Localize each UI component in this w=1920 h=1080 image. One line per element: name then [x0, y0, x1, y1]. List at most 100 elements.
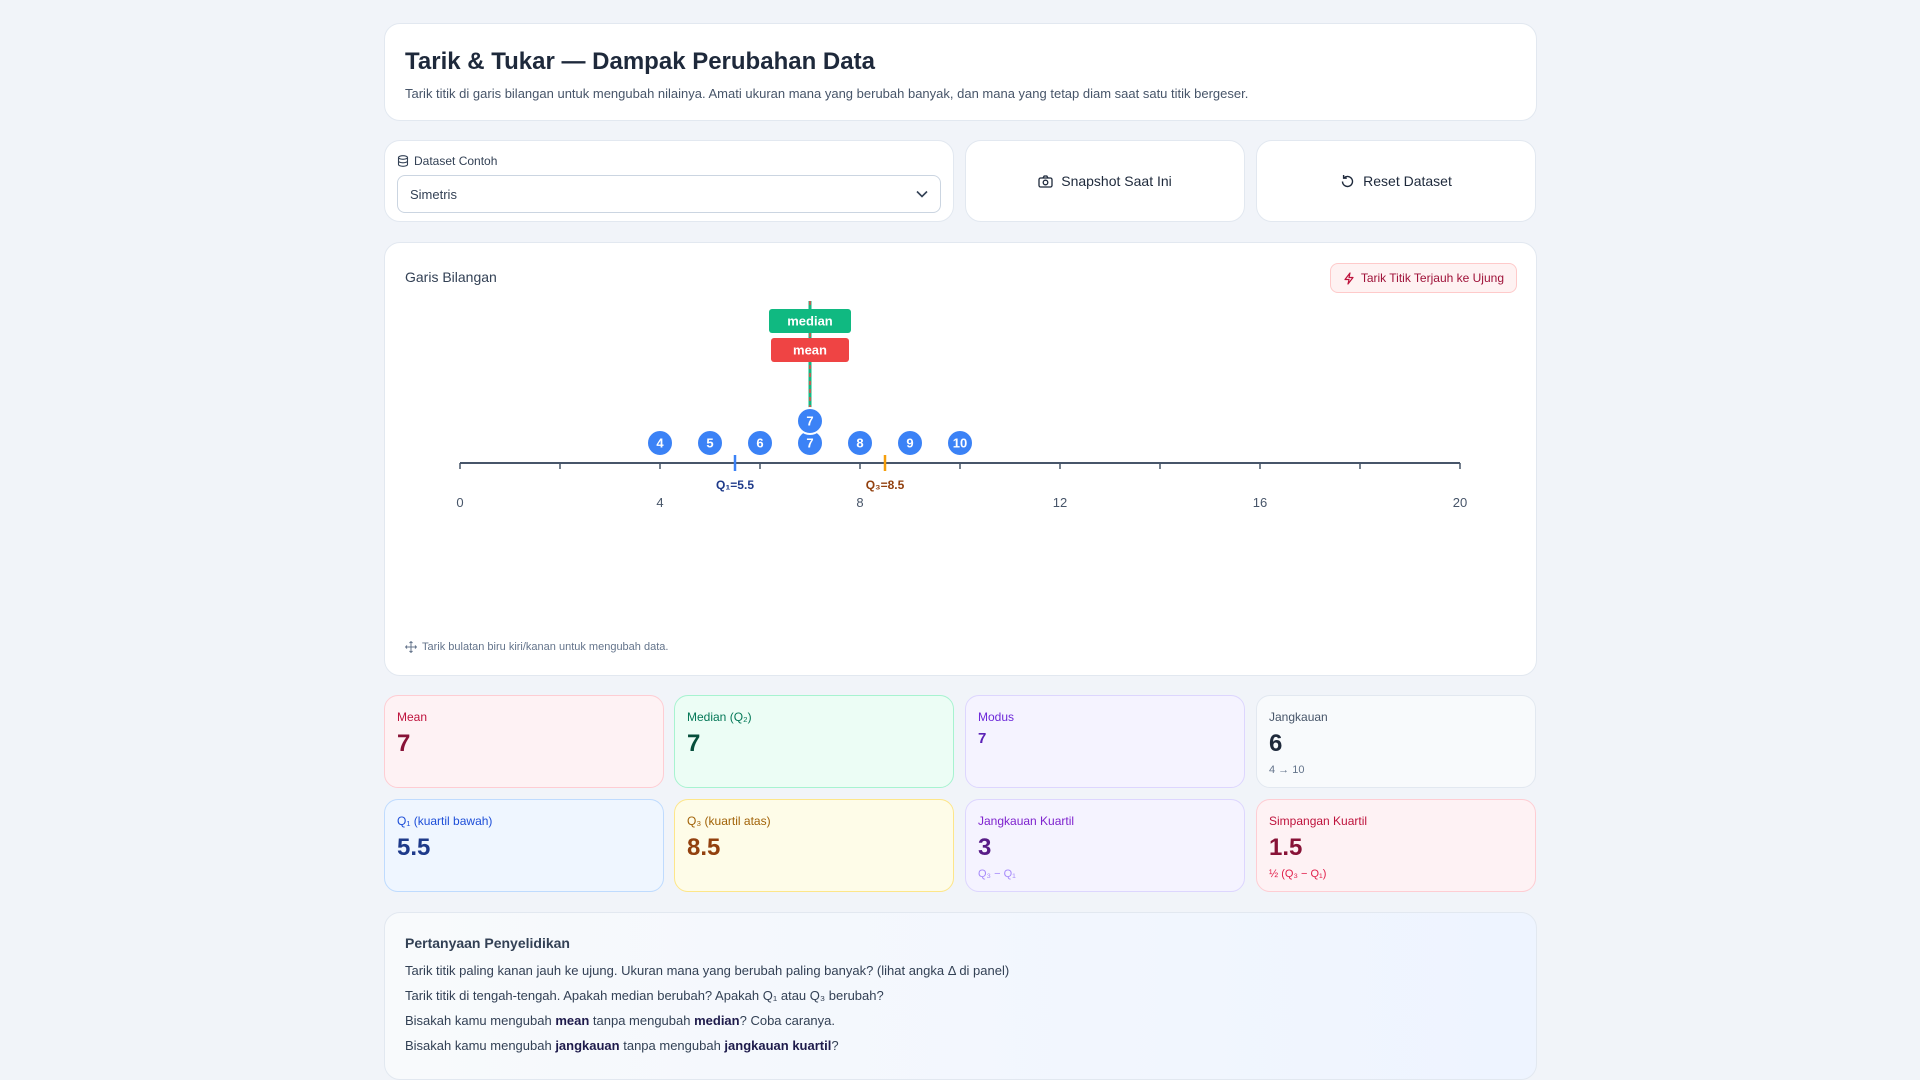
question-4: Bisakah kamu mengubah jangkauan tanpa me… [405, 1038, 1516, 1053]
title-card: Tarik & Tukar — Dampak Perubahan Data Ta… [384, 23, 1537, 121]
drag-hint-text: Tarik bulatan biru kiri/kanan untuk meng… [422, 641, 669, 653]
questions-card: Pertanyaan Penyelidikan Tarik titik pali… [384, 912, 1537, 1080]
chevron-down-icon [916, 190, 928, 198]
q3-text-a: Bisakah kamu mengubah [405, 1013, 556, 1028]
stat-median: Median (Q₂) 7 [674, 695, 954, 788]
q3-text-d: ? Coba caranya. [739, 1013, 836, 1028]
q4-bold-iqr: jangkauan kuartil [724, 1038, 832, 1053]
reset-label: Reset Dataset [1363, 173, 1452, 189]
stat-range-label: Jangkauan [1269, 710, 1328, 724]
stat-qd-value: 1.5 [1269, 834, 1303, 861]
q1-marker-label: Q₁=5.5 [716, 478, 754, 492]
data-point[interactable]: 10 [946, 429, 974, 457]
stat-mean: Mean 7 [384, 695, 664, 788]
number-line-card: Garis Bilangan Tarik Titik Terjauh ke Uj… [384, 242, 1537, 676]
dataset-label-text: Dataset Contoh [414, 154, 498, 168]
stat-iqr-value: 3 [978, 834, 992, 861]
data-point[interactable]: 6 [746, 429, 774, 457]
stat-range-sub: 4 → 10 [1269, 764, 1305, 776]
data-point-label: 7 [806, 436, 813, 451]
q3-marker-label: Q₃=8.5 [866, 478, 905, 492]
stat-median-value: 7 [687, 730, 701, 757]
data-point-label: 6 [756, 436, 763, 451]
stat-qd-sub: ½ (Q₃ − Q₁) [1269, 868, 1327, 880]
question-1: Tarik titik paling kanan jauh ke ujung. … [405, 963, 1010, 978]
mean-tag [771, 338, 849, 362]
question-3: Bisakah kamu mengubah mean tanpa menguba… [405, 1013, 1516, 1028]
stat-mode-label: Modus [978, 710, 1015, 724]
stat-qd-label: Simpangan Kuartil [1269, 814, 1368, 828]
stat-range-value: 6 [1269, 730, 1283, 757]
data-point-circle [746, 429, 774, 457]
median-tag-label: median [787, 314, 833, 329]
stat-q3-label: Q₃ (kuartil atas) [687, 814, 771, 828]
q3-bold-mean: mean [555, 1013, 590, 1028]
q4-text-a: Bisakah kamu mengubah [405, 1038, 556, 1053]
data-point-label: 10 [953, 436, 967, 451]
stat-q3: Q₃ (kuartil atas) 8.5 [674, 799, 954, 892]
move-icon [405, 641, 417, 653]
tick-label: 8 [856, 495, 863, 510]
tick-label: 4 [656, 495, 663, 510]
q4-text-d: ? [831, 1038, 839, 1053]
data-point-circle [946, 429, 974, 457]
stat-mean-label: Mean [397, 710, 428, 724]
stat-quartile-deviation: Simpangan Kuartil 1.5 ½ (Q₃ − Q₁) [1256, 799, 1536, 892]
stat-mode: Modus 7 [965, 695, 1245, 788]
data-point-circle [696, 429, 724, 457]
data-point[interactable]: 9 [896, 429, 924, 457]
tick-label: 20 [1453, 495, 1467, 510]
page-title: Tarik & Tukar — Dampak Perubahan Data [405, 48, 875, 75]
stat-q1-label: Q₁ (kuartil bawah) [397, 814, 493, 828]
data-point[interactable]: 5 [696, 429, 724, 457]
data-point-label: 7 [806, 414, 813, 429]
snapshot-label: Snapshot Saat Ini [1061, 173, 1172, 189]
data-point-label: 5 [706, 436, 713, 451]
page-subtitle: Tarik titik di garis bilangan untuk meng… [405, 86, 1249, 101]
data-point-label: 4 [656, 436, 664, 451]
tick-label: 0 [456, 495, 463, 510]
stat-iqr-sub: Q₃ − Q₁ [978, 868, 1016, 880]
data-point-circle [896, 429, 924, 457]
data-point[interactable]: 4 [646, 429, 674, 457]
data-point-label: 9 [906, 436, 913, 451]
data-point-circle [846, 429, 874, 457]
camera-icon [1038, 174, 1053, 188]
reset-icon [1341, 174, 1354, 187]
q4-bold-range: jangkauan [555, 1038, 620, 1053]
snapshot-button[interactable]: Snapshot Saat Ini [965, 140, 1245, 222]
data-point-label: 8 [856, 436, 863, 451]
q4-text-c: tanpa mengubah [619, 1038, 725, 1053]
median-tag [769, 309, 851, 333]
drag-hint: Tarik bulatan biru kiri/kanan untuk meng… [405, 641, 668, 653]
pull-farthest-button[interactable]: Tarik Titik Terjauh ke Ujung [1329, 263, 1517, 293]
number-line-title: Garis Bilangan [405, 269, 497, 285]
dataset-select[interactable]: Simetris [397, 175, 941, 213]
q3-text-c: tanpa mengubah [589, 1013, 695, 1028]
stat-range: Jangkauan 6 4 → 10 [1256, 695, 1536, 788]
reset-button[interactable]: Reset Dataset [1256, 140, 1536, 222]
mean-tag-label: mean [793, 343, 827, 358]
stat-q1: Q₁ (kuartil bawah) 5.5 [384, 799, 664, 892]
q3-bold-median: median [694, 1013, 740, 1028]
questions-title: Pertanyaan Penyelidikan [405, 935, 570, 951]
stat-iqr-label: Jangkauan Kuartil [978, 814, 1075, 828]
data-point[interactable]: 8 [846, 429, 874, 457]
stat-mode-value: 7 [978, 730, 987, 747]
dataset-label: Dataset Contoh [397, 154, 941, 168]
number-line-svg: 0 4 8 12 16 20 Q₁=5.5 Q₃=8.5 median mean 4 5 6 7 7 8… [456, 301, 1467, 510]
stat-median-label: Median (Q₂) [687, 710, 752, 724]
data-point-circle [646, 429, 674, 457]
question-2: Tarik titik di tengah-tengah. Apakah med… [405, 988, 884, 1003]
zap-icon [1344, 271, 1354, 285]
data-point[interactable]: 7 [796, 407, 824, 435]
tick-label: 16 [1253, 495, 1267, 510]
data-point-circle [796, 407, 824, 435]
tick-label: 12 [1053, 495, 1067, 510]
dataset-card: Dataset Contoh Simetris [384, 140, 954, 222]
stat-mean-value: 7 [397, 730, 411, 757]
stat-q3-value: 8.5 [687, 834, 721, 861]
database-icon [397, 155, 409, 167]
stat-q1-value: 5.5 [397, 834, 431, 861]
stat-iqr: Jangkauan Kuartil 3 Q₃ − Q₁ [965, 799, 1245, 892]
